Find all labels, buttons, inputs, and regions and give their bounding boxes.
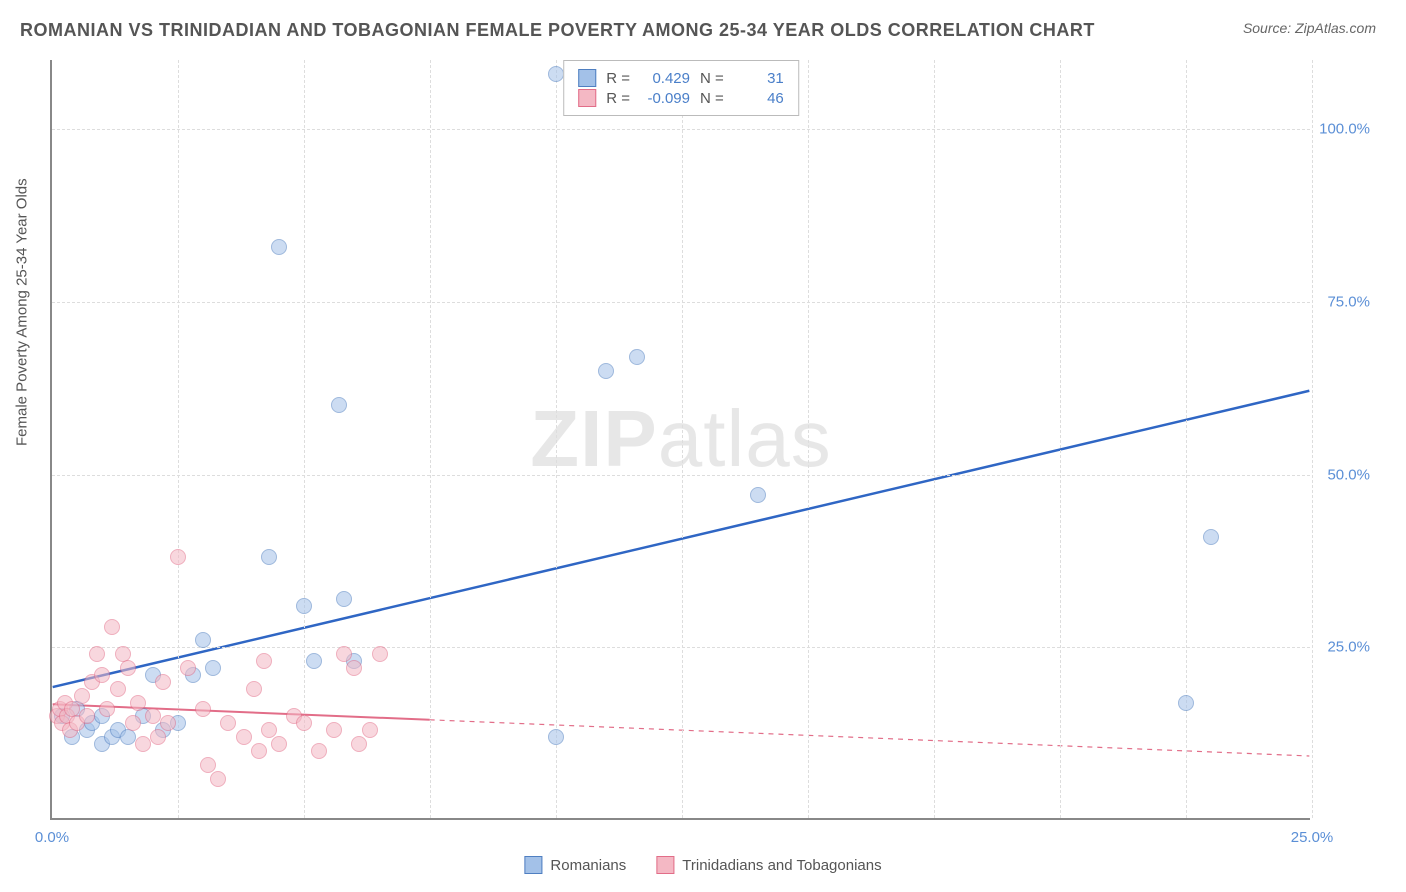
data-point [104,619,120,635]
data-point [220,715,236,731]
legend-item-romanians: Romanians [524,856,626,874]
data-point [180,660,196,676]
gridline-h [52,129,1310,130]
data-point [160,715,176,731]
chart-title: ROMANIAN VS TRINIDADIAN AND TOBAGONIAN F… [20,20,1095,41]
data-point [246,681,262,697]
y-tick-label: 75.0% [1315,293,1370,310]
gridline-v [304,60,305,818]
gridline-v [934,60,935,818]
data-point [94,667,110,683]
data-point [306,653,322,669]
gridline-v [1060,60,1061,818]
data-point [135,736,151,752]
data-point [145,708,161,724]
watermark-bold: ZIP [530,394,657,483]
data-point [170,549,186,565]
data-point [1203,529,1219,545]
y-tick-label: 50.0% [1315,466,1370,483]
gridline-h [52,302,1310,303]
data-point [331,397,347,413]
data-point [236,729,252,745]
swatch-tt [656,856,674,874]
data-point [311,743,327,759]
gridline-h [52,475,1310,476]
data-point [271,239,287,255]
gridline-v [430,60,431,818]
gridline-h [52,647,1310,648]
data-point [346,660,362,676]
data-point [110,681,126,697]
data-point [326,722,342,738]
data-point [598,363,614,379]
swatch-romanians [524,856,542,874]
data-point [205,660,221,676]
data-point [130,695,146,711]
gridline-v [808,60,809,818]
legend-label-romanians: Romanians [550,857,626,874]
r-label: R = [606,90,630,107]
data-point [1178,695,1194,711]
data-point [271,736,287,752]
n-value-tt: 46 [734,90,784,107]
data-point [296,715,312,731]
data-point [120,729,136,745]
data-point [629,349,645,365]
data-point [79,708,95,724]
plot-area: ZIPatlas R = 0.429 N = 31 R = -0.099 N =… [50,60,1310,820]
correlation-legend: R = 0.429 N = 31 R = -0.099 N = 46 [563,60,799,116]
data-point [195,701,211,717]
data-point [74,688,90,704]
data-point [261,722,277,738]
data-point [99,701,115,717]
data-point [150,729,166,745]
n-label: N = [700,70,724,87]
data-point [251,743,267,759]
trend-lines [52,60,1310,818]
watermark-rest: atlas [658,394,832,483]
data-point [362,722,378,738]
corr-row-romanians: R = 0.429 N = 31 [578,69,784,87]
data-point [750,487,766,503]
data-point [261,549,277,565]
gridline-v [178,60,179,818]
data-point [210,771,226,787]
data-point [200,757,216,773]
data-point [336,646,352,662]
gridline-v [1312,60,1313,818]
source-attribution: Source: ZipAtlas.com [1243,20,1376,36]
swatch-tt [578,89,596,107]
data-point [125,715,141,731]
y-axis-title: Female Poverty Among 25-34 Year Olds [14,178,31,446]
y-tick-label: 25.0% [1315,639,1370,656]
legend-item-tt: Trinidadians and Tobagonians [656,856,881,874]
data-point [155,674,171,690]
r-label: R = [606,70,630,87]
data-point [89,646,105,662]
gridline-v [556,60,557,818]
data-point [336,591,352,607]
data-point [195,632,211,648]
n-value-romanians: 31 [734,70,784,87]
swatch-romanians [578,69,596,87]
x-tick-label: 25.0% [1291,829,1334,846]
watermark: ZIPatlas [530,393,831,485]
r-value-tt: -0.099 [640,90,690,107]
data-point [351,736,367,752]
data-point [548,66,564,82]
n-label: N = [700,90,724,107]
data-point [120,660,136,676]
data-point [296,598,312,614]
data-point [548,729,564,745]
data-point [372,646,388,662]
r-value-romanians: 0.429 [640,70,690,87]
corr-row-tt: R = -0.099 N = 46 [578,89,784,107]
bottom-legend: Romanians Trinidadians and Tobagonians [524,856,881,874]
legend-label-tt: Trinidadians and Tobagonians [682,857,881,874]
y-tick-label: 100.0% [1315,121,1370,138]
data-point [256,653,272,669]
x-tick-label: 0.0% [35,829,69,846]
gridline-v [682,60,683,818]
